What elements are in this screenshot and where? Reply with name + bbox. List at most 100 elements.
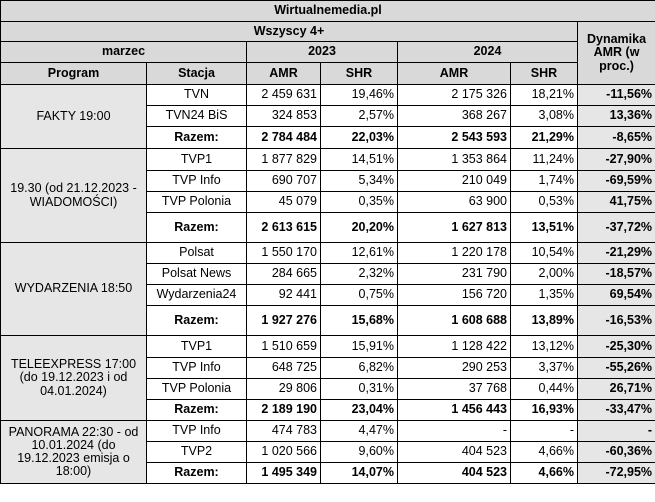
amr-2024-cell: 156 720 — [397, 284, 511, 306]
amr-2024-cell: 37 768 — [397, 378, 511, 400]
table-row: TVP Polonia 45 079 0,35% 63 900 0,53% 41,75% — [1, 191, 655, 213]
site-title: Wirtualnemedia.pl — [0, 0, 655, 22]
table-row: PANORAMA 22:30 - od 10.01.2024 (do 19.12… — [0, 420, 655, 484]
shr-2023-cell: 12,61% — [320, 242, 398, 264]
shr-2023-cell: 0,75% — [320, 284, 398, 306]
total-label: Razem: — [146, 399, 247, 421]
dynamics-cell: -55,26% — [576, 357, 655, 379]
amr-2023-cell: 1 495 349 — [246, 462, 321, 484]
shr-2024-cell: 1,35% — [510, 284, 578, 306]
amr-2023-cell: 1 020 566 — [246, 441, 321, 463]
station-name: TVP Polonia — [146, 378, 247, 400]
amr-2023-column-header: AMR — [246, 62, 321, 85]
amr-2023-cell: 1 510 659 — [246, 335, 321, 358]
dynamics-cell: -8,65% — [576, 126, 655, 149]
shr-2023-cell: 14,07% — [320, 462, 398, 484]
dynamics-cell: -60,36% — [576, 441, 655, 463]
amr-2024-cell: 210 049 — [397, 170, 511, 192]
amr-2023-cell: 2 459 631 — [246, 84, 321, 106]
shr-2023-cell: 4,47% — [320, 420, 398, 442]
amr-2024-cell: 1 128 422 — [397, 335, 511, 358]
station-name: TVP1 — [146, 335, 247, 358]
shr-2024-cell: 4,66% — [510, 441, 578, 463]
shr-2024-cell: 0,53% — [510, 191, 578, 213]
dynamics-cell: -33,47% — [576, 399, 655, 421]
amr-2024-cell: - — [397, 420, 511, 442]
shr-2023-cell: 20,20% — [320, 212, 398, 243]
table-row: Razem: 1 927 276 15,68% 1 608 688 13,89% -16,… — [1, 305, 655, 336]
amr-2023-cell: 45 079 — [246, 191, 321, 213]
table-row: TVP2 1 020 566 9,60% 404 523 4,66% -60,36% — [1, 441, 655, 463]
table-row: Polsat News 284 665 2,32% 231 790 2,00% -18,5… — [1, 263, 655, 285]
program-name: 19.30 (od 21.12.2023 - WIADOMOŚCI) — [0, 148, 147, 243]
table-row: 19.30 (od 21.12.2023 - WIADOMOŚCI) TVP1 1 … — [0, 148, 655, 243]
dynamics-cell: -18,57% — [576, 263, 655, 285]
dynamics-cell: 41,75% — [576, 191, 655, 213]
month-header: marzec — [0, 41, 247, 63]
shr-2023-cell: 0,31% — [320, 378, 398, 400]
ratings-table: Wirtualnemedia.pl Wszyscy 4+ Dynamika AM… — [0, 0, 655, 484]
program-name: WYDARZENIA 18:50 — [0, 242, 147, 336]
shr-2023-cell: 0,35% — [320, 191, 398, 213]
station-name: TVP Info — [146, 170, 247, 192]
station-column-header: Stacja — [146, 62, 247, 85]
dynamics-header: Dynamika AMR (w proc.) — [576, 21, 655, 85]
shr-2023-cell: 23,04% — [320, 399, 398, 421]
dynamics-cell: 13,36% — [576, 105, 655, 127]
amr-2023-cell: 1 550 170 — [246, 242, 321, 264]
amr-2023-cell: 1 927 276 — [246, 305, 321, 336]
shr-2024-cell: 13,51% — [510, 212, 578, 243]
shr-2024-cell: 21,29% — [510, 126, 578, 149]
station-name: Wydarzenia24 — [146, 284, 247, 306]
table-row: Razem: 2 784 484 22,03% 2 543 593 21,29% -8,6… — [1, 126, 655, 149]
shr-2023-cell: 15,68% — [320, 305, 398, 336]
station-name: TVP2 — [146, 441, 247, 463]
shr-2024-cell: 13,89% — [510, 305, 578, 336]
station-name: TVP1 — [146, 148, 247, 171]
shr-2024-cell: 3,08% — [510, 105, 578, 127]
station-name: Polsat — [146, 242, 247, 264]
table-row: TELEEXPRESS 17:00 (do 19.12.2023 i od 04… — [0, 335, 655, 421]
shr-2023-column-header: SHR — [320, 62, 398, 85]
dynamics-cell: -37,72% — [576, 212, 655, 243]
program-name: FAKTY 19:00 — [0, 84, 147, 149]
shr-2024-cell: 3,37% — [510, 357, 578, 379]
station-name: Polsat News — [146, 263, 247, 285]
amr-2024-cell: 1 608 688 — [397, 305, 511, 336]
amr-2023-cell: 648 725 — [246, 357, 321, 379]
amr-2023-cell: 92 441 — [246, 284, 321, 306]
total-label: Razem: — [146, 462, 247, 484]
year-2023-header: 2023 — [246, 41, 398, 63]
table-row: TVP Info 648 725 6,82% 290 253 3,37% -55,26% — [1, 357, 655, 379]
amr-2023-cell: 2 613 615 — [246, 212, 321, 243]
amr-2024-cell: 1 627 813 — [397, 212, 511, 243]
shr-2023-cell: 2,32% — [320, 263, 398, 285]
shr-2024-cell: - — [510, 420, 578, 442]
amr-2024-cell: 290 253 — [397, 357, 511, 379]
amr-2023-cell: 474 783 — [246, 420, 321, 442]
station-name: TVP Info — [146, 420, 247, 442]
dynamics-cell: 26,71% — [576, 378, 655, 400]
amr-2024-cell: 231 790 — [397, 263, 511, 285]
dynamics-cell: -69,59% — [576, 170, 655, 192]
shr-2024-cell: 1,74% — [510, 170, 578, 192]
amr-2024-cell: 1 353 864 — [397, 148, 511, 171]
dynamics-cell: 69,54% — [576, 284, 655, 306]
table-row: TVP Polonia 29 806 0,31% 37 768 0,44% 26,71% — [1, 378, 655, 400]
shr-2023-cell: 9,60% — [320, 441, 398, 463]
shr-2024-cell: 18,21% — [510, 84, 578, 106]
shr-2023-cell: 14,51% — [320, 148, 398, 171]
shr-2024-column-header: SHR — [510, 62, 578, 85]
total-label: Razem: — [146, 126, 247, 149]
station-name: TVP Info — [146, 357, 247, 379]
amr-2023-cell: 284 665 — [246, 263, 321, 285]
shr-2023-cell: 19,46% — [320, 84, 398, 106]
amr-2024-cell: 368 267 — [397, 105, 511, 127]
station-name: TVN — [146, 84, 247, 106]
shr-2023-cell: 2,57% — [320, 105, 398, 127]
total-label: Razem: — [146, 305, 247, 336]
amr-2023-cell: 324 853 — [246, 105, 321, 127]
amr-2023-cell: 2 189 190 — [246, 399, 321, 421]
table-body: FAKTY 19:00 TVN 2 459 631 19,46% 2 175 326 18… — [0, 84, 655, 484]
shr-2024-cell: 0,44% — [510, 378, 578, 400]
